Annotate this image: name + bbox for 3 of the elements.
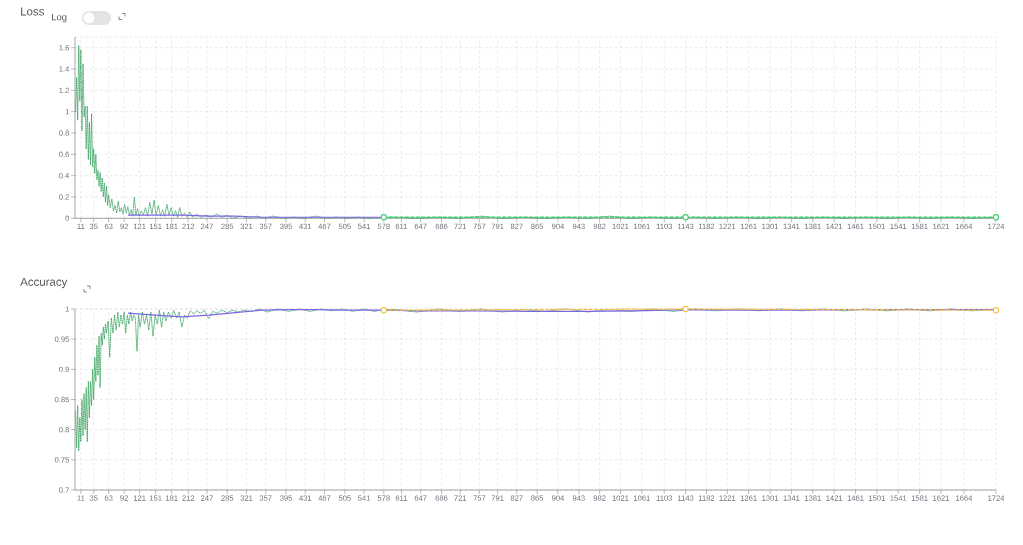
- chart-title: Loss: [21, 7, 44, 16]
- text: Log: [51, 13, 67, 23]
- chart-title: Accuracy: [20, 277, 68, 289]
